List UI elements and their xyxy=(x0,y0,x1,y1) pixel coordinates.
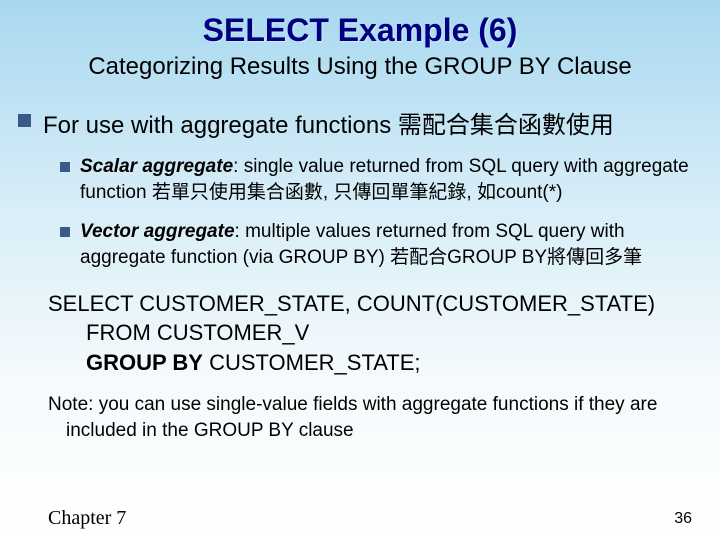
bullet-icon xyxy=(18,114,31,127)
sub-bullet-1-text: Scalar aggregate: single value returned … xyxy=(80,154,700,205)
note-block: Note: you can use single-value fields wi… xyxy=(48,392,700,445)
sub-bullet-2: Vector aggregate: multiple values return… xyxy=(60,219,700,270)
main-bullet: For use with aggregate functions 需配合集合函數… xyxy=(18,105,702,140)
sql-line-2: FROM CUSTOMER_V xyxy=(86,318,700,348)
note-line-1: Note: you can use single-value fields wi… xyxy=(48,392,700,419)
slide-title: SELECT Example (6) xyxy=(0,0,720,49)
note-line-2: included in the GROUP BY clause xyxy=(66,418,700,445)
main-bullet-text: For use with aggregate functions 需配合集合函數… xyxy=(43,105,614,140)
bullet-icon xyxy=(60,162,70,172)
sql-line-3: GROUP BY CUSTOMER_STATE; xyxy=(86,348,700,378)
page-number: 36 xyxy=(674,510,692,528)
sql-code-block: SELECT CUSTOMER_STATE, COUNT(CUSTOMER_ST… xyxy=(48,289,700,378)
sql-line-1: SELECT CUSTOMER_STATE, COUNT(CUSTOMER_ST… xyxy=(48,289,700,319)
sql-groupby-keyword: GROUP BY xyxy=(86,350,203,375)
sub-bullet-2-text: Vector aggregate: multiple values return… xyxy=(80,219,700,270)
sql-groupby-col: CUSTOMER_STATE; xyxy=(203,350,421,375)
sub-bullet-1: Scalar aggregate: single value returned … xyxy=(60,154,700,205)
term-vector: Vector aggregate xyxy=(80,221,235,242)
term-scalar: Scalar aggregate xyxy=(80,156,233,177)
chapter-label: Chapter 7 xyxy=(48,507,126,530)
bullet-icon xyxy=(60,227,70,237)
slide-subtitle: Categorizing Results Using the GROUP BY … xyxy=(0,53,720,81)
